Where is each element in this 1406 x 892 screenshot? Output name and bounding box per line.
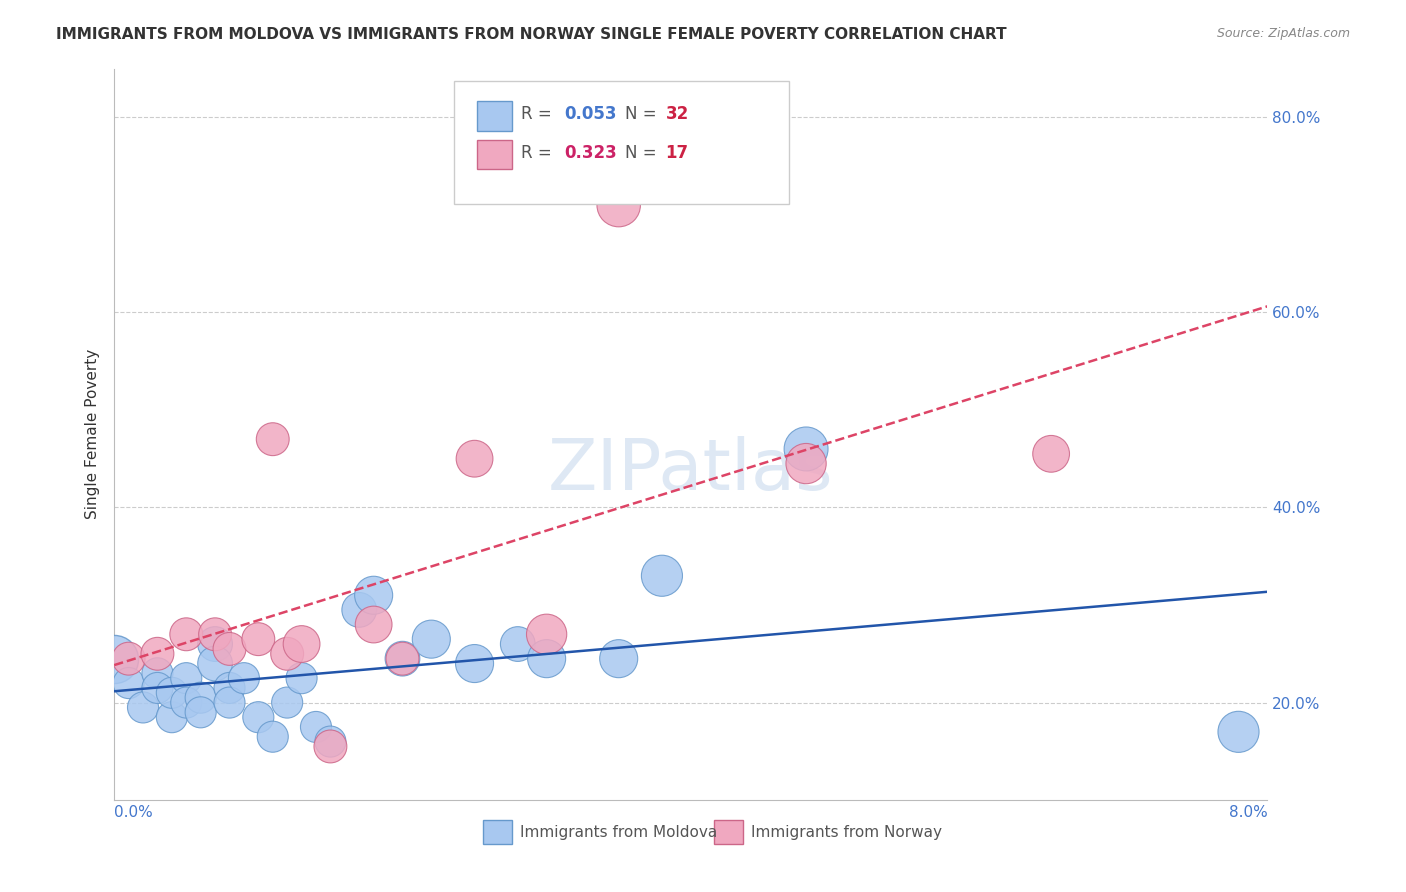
FancyBboxPatch shape — [478, 102, 512, 131]
Point — [174, 627, 197, 641]
Point — [536, 627, 558, 641]
Point — [1040, 447, 1063, 461]
Text: 8.0%: 8.0% — [1229, 805, 1267, 820]
Text: R =: R = — [522, 144, 553, 161]
Point — [262, 432, 284, 446]
Point — [464, 451, 486, 466]
Point — [319, 734, 342, 748]
Point — [1227, 724, 1250, 739]
Point — [160, 686, 183, 700]
Point — [464, 657, 486, 671]
Point — [146, 666, 169, 681]
Point — [218, 641, 240, 656]
Point — [794, 442, 817, 456]
Point — [536, 651, 558, 665]
Point — [262, 730, 284, 744]
Point — [276, 647, 298, 661]
Point — [174, 671, 197, 685]
FancyBboxPatch shape — [714, 820, 742, 844]
Point — [349, 603, 371, 617]
Text: R =: R = — [522, 105, 553, 123]
Text: 32: 32 — [665, 105, 689, 123]
Text: ZIPatlas: ZIPatlas — [548, 436, 834, 506]
Point — [794, 457, 817, 471]
Point — [117, 651, 139, 665]
Text: Immigrants from Moldova: Immigrants from Moldova — [520, 825, 717, 839]
FancyBboxPatch shape — [478, 140, 512, 169]
Text: 0.0%: 0.0% — [114, 805, 153, 820]
Point — [218, 681, 240, 695]
Point — [420, 632, 443, 647]
Point — [247, 632, 270, 647]
Text: N =: N = — [626, 105, 657, 123]
Point — [204, 627, 226, 641]
Text: Immigrants from Norway: Immigrants from Norway — [751, 825, 942, 839]
Text: IMMIGRANTS FROM MOLDOVA VS IMMIGRANTS FROM NORWAY SINGLE FEMALE POVERTY CORRELAT: IMMIGRANTS FROM MOLDOVA VS IMMIGRANTS FR… — [56, 27, 1007, 42]
Point — [232, 671, 254, 685]
Point — [146, 647, 169, 661]
FancyBboxPatch shape — [484, 820, 512, 844]
Point — [132, 700, 155, 714]
Point — [607, 198, 630, 212]
Text: 0.053: 0.053 — [564, 105, 616, 123]
FancyBboxPatch shape — [454, 81, 789, 204]
Text: N =: N = — [626, 144, 657, 161]
Point — [174, 696, 197, 710]
Point — [607, 651, 630, 665]
Point — [391, 651, 413, 665]
Text: Source: ZipAtlas.com: Source: ZipAtlas.com — [1216, 27, 1350, 40]
Point — [117, 676, 139, 690]
Point — [305, 720, 328, 734]
Point — [160, 710, 183, 724]
Point — [290, 671, 312, 685]
Text: 0.323: 0.323 — [564, 144, 617, 161]
Point — [363, 617, 385, 632]
Point — [290, 637, 312, 651]
Text: 17: 17 — [665, 144, 689, 161]
Point — [276, 696, 298, 710]
Point — [319, 739, 342, 754]
Point — [190, 706, 212, 720]
Y-axis label: Single Female Poverty: Single Female Poverty — [86, 349, 100, 519]
Point — [146, 681, 169, 695]
Point — [103, 651, 125, 665]
Point — [391, 651, 413, 665]
Point — [506, 637, 529, 651]
Point — [247, 710, 270, 724]
Point — [363, 588, 385, 602]
Point — [651, 568, 673, 582]
Point — [190, 690, 212, 705]
Point — [204, 657, 226, 671]
Point — [204, 637, 226, 651]
Point — [218, 696, 240, 710]
